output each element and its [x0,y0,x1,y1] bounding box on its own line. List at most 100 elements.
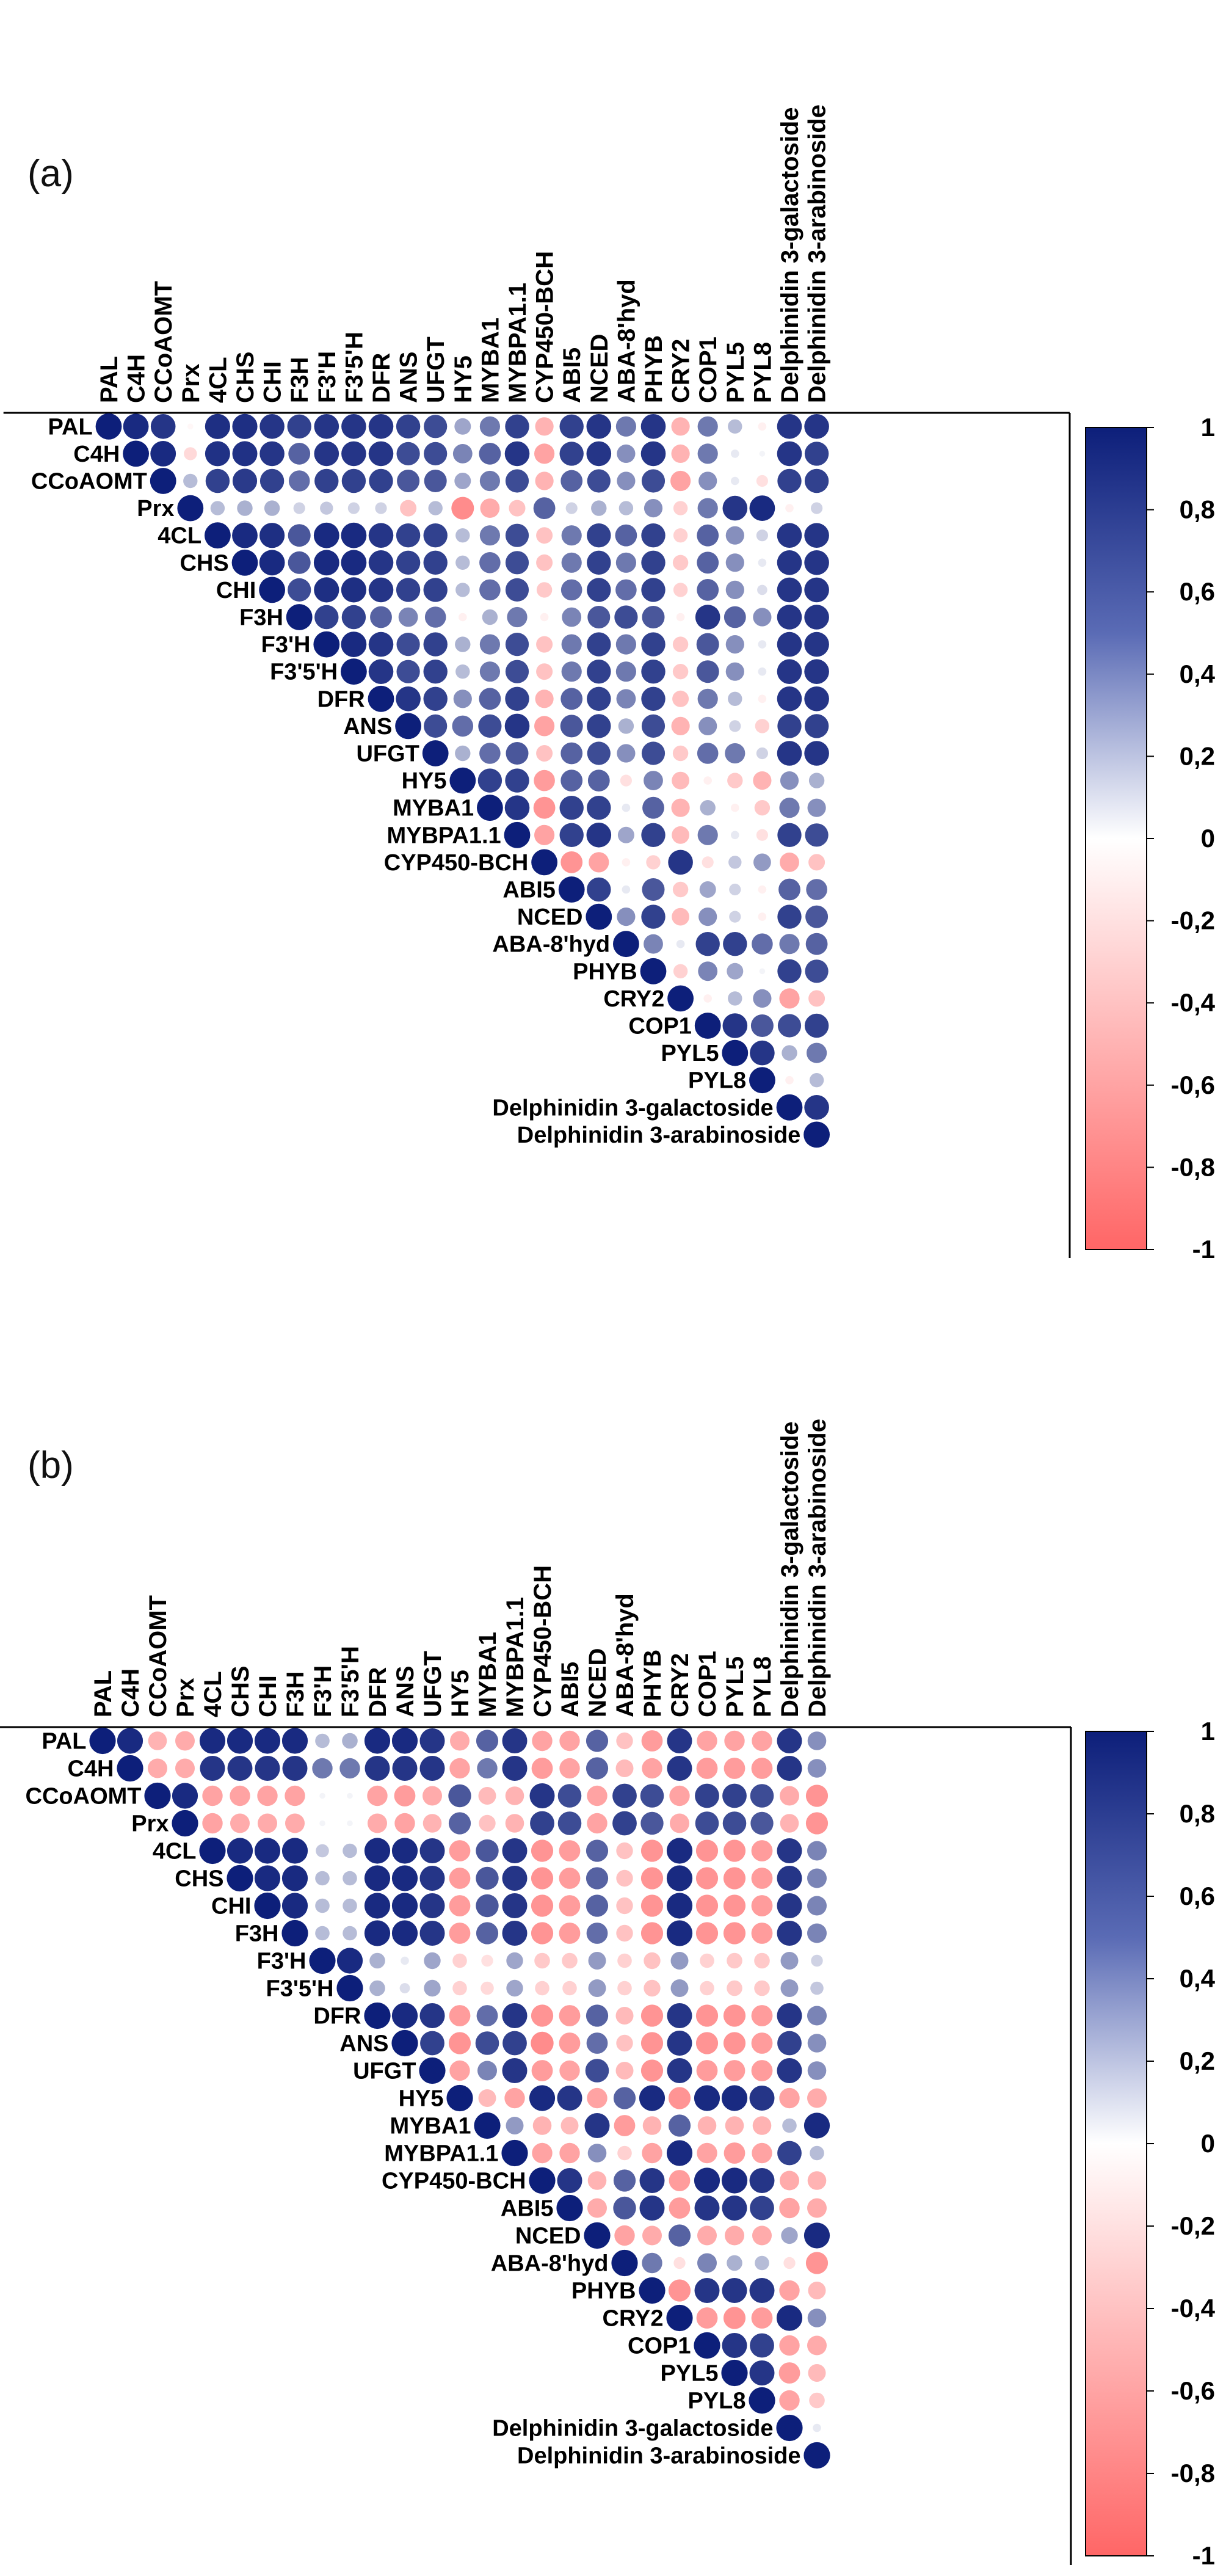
correlation-cell [455,583,470,597]
correlation-cell [587,2171,607,2190]
correlation-cell [703,994,712,1003]
correlation-cell [809,2392,825,2409]
correlation-cell [368,577,394,603]
correlation-cell [728,691,742,707]
correlation-cell [450,1731,470,1751]
correlation-cell [341,550,367,576]
correlation-cell [725,580,744,600]
column-label: CHS [232,352,259,403]
correlation-cell [449,1923,471,1944]
correlation-cell [779,798,800,818]
correlation-cell [725,2116,744,2135]
correlation-cell [558,876,585,903]
correlation-cell [759,968,766,975]
correlation-cell [281,1728,308,1754]
correlation-cell [611,2249,638,2277]
column-label: ANS [396,352,423,403]
correlation-cell [780,1814,799,1833]
correlation-cell [454,418,471,435]
correlation-cell [615,1759,634,1777]
correlation-cell [502,1838,528,1863]
row-label: MYBA1 [393,796,474,821]
correlation-cell [809,1073,824,1088]
correlation-cell [756,747,768,760]
correlation-cell [777,2003,802,2028]
column-label: F3'H [314,351,341,403]
correlation-cell [449,1758,470,1779]
correlation-cell [531,1894,554,1917]
column-label: PYL8 [749,1656,776,1717]
correlation-cell [587,877,611,902]
correlation-cell [476,1839,499,1863]
correlation-cell [560,770,583,791]
row-label: NCED [517,904,583,930]
correlation-cell [369,1980,385,1996]
correlation-cell [232,441,258,467]
correlation-cell [697,2225,717,2246]
correlation-cell [777,577,802,603]
correlation-cell [587,550,611,575]
correlation-cell [779,934,800,955]
correlation-cell [805,933,828,955]
correlation-cell [584,2113,610,2138]
correlation-cell [231,549,258,576]
correlation-cell [616,2034,633,2052]
correlation-cell [752,2116,772,2135]
correlation-cell [540,613,549,622]
row-label: MYBPA1.1 [384,2141,498,2167]
colorbar-tick-label: 0,2 [1180,2047,1215,2075]
row-label: COP1 [628,2334,691,2359]
correlation-cell [640,958,667,984]
correlation-cell [227,1838,253,1864]
correlation-cell [257,1785,278,1806]
correlation-cell [676,939,685,948]
correlation-cell [694,2278,720,2303]
correlation-cell [586,903,612,930]
correlation-cell [805,2252,829,2274]
correlation-cell [531,1758,553,1779]
correlation-cell [285,1813,305,1833]
correlation-cell [754,1980,770,1996]
correlation-cell [505,578,529,602]
correlation-cell [697,688,718,709]
correlation-cell [320,501,333,515]
correlation-cell [615,634,636,655]
correlation-cell [556,2194,583,2222]
correlation-cell [751,1895,773,1916]
correlation-cell [777,741,802,766]
row-label: CRY2 [603,2306,664,2332]
correlation-cell [777,686,802,711]
correlation-cell [668,2224,691,2247]
column-label: PAL [90,1670,117,1717]
correlation-cell [617,2145,632,2161]
correlation-cell [347,502,360,514]
correlation-cell [281,1919,308,1947]
correlation-cell [667,1728,692,1753]
row-label: PHYB [573,959,637,984]
correlation-cell [398,607,418,627]
correlation-cell [751,1758,773,1779]
correlation-cell [534,770,555,791]
correlation-cell [588,1979,606,1997]
row-label: F3H [239,605,283,631]
correlation-cell [446,2084,473,2112]
correlation-cell [589,852,609,873]
correlation-cell [671,716,690,735]
correlation-cell [673,528,688,543]
correlation-cell [365,1756,390,1781]
correlation-cell [587,2198,607,2218]
row-label: F3H [235,1921,279,1947]
correlation-cell [778,878,800,901]
correlation-cell [805,959,829,983]
correlation-cell [587,578,611,602]
correlation-cell [370,606,392,628]
correlation-cell [505,768,529,793]
correlation-cell [807,1759,827,1778]
correlation-cell [700,1953,714,1968]
correlation-cell [807,2335,827,2356]
column-label: ANS [392,1666,419,1717]
row-label: ANS [343,714,392,740]
correlation-cell [759,451,766,457]
panel-b: (b)PAL C4H CCoAOMT Prx 4CL CHS CHI F3H F3'H F3'5'… [0,1419,1216,2570]
correlation-cell [480,498,500,518]
